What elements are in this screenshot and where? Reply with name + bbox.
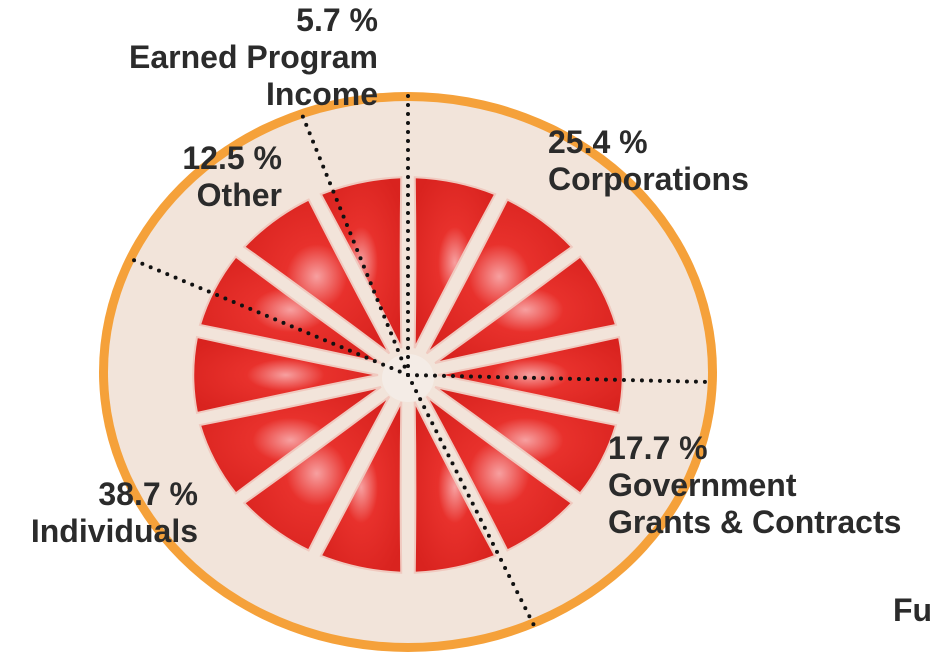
slice-label: 17.7 %Government Grants & Contracts [608,430,901,541]
slice-label: 38.7 %Individuals [31,476,198,550]
category-label: Other [182,177,282,214]
slice-label: 12.5 %Other [182,140,282,214]
value-label: 5.7 % [129,2,378,39]
category-label: Earned Program Income [129,39,378,113]
page: {"chart_data": {"type": "pie", "categori… [0,0,941,662]
slice-label: 25.4 %Corporations [548,124,749,198]
category-label: Government Grants & Contracts [608,467,901,541]
value-label: 38.7 % [31,476,198,513]
value-label: 17.7 % [608,430,901,467]
value-label: 25.4 % [548,124,749,161]
category-label: Individuals [31,513,198,550]
slice-label: 5.7 %Earned Program Income [129,2,378,113]
category-label: Corporations [548,161,749,198]
value-label: 12.5 % [182,140,282,177]
cut-text: Fu [893,592,932,629]
